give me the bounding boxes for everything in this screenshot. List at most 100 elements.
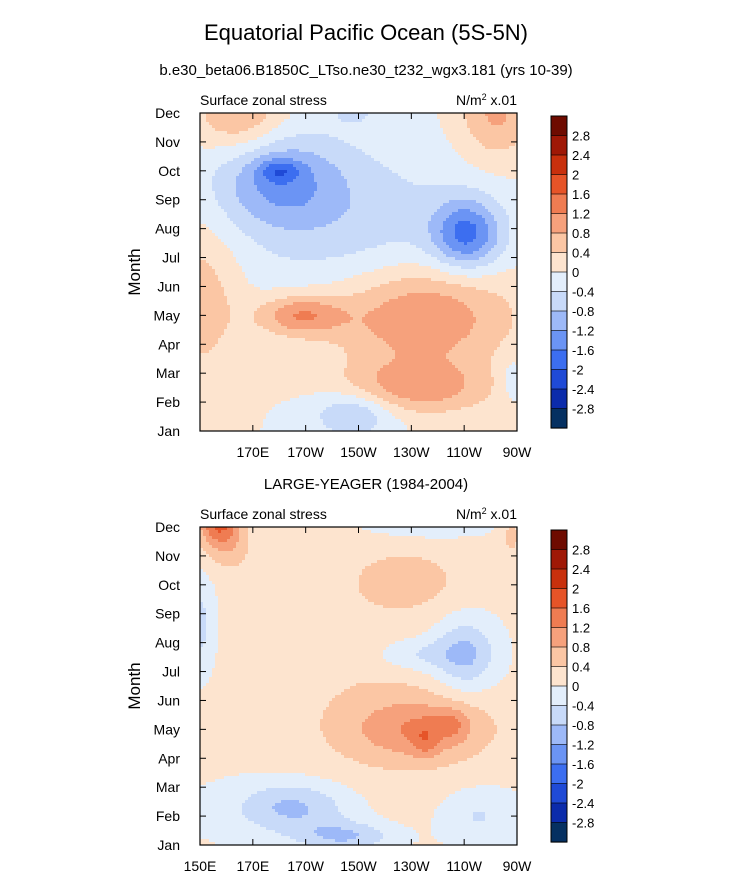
field-cell [317, 341, 321, 345]
field-cell [335, 293, 339, 297]
field-cell [254, 398, 258, 402]
field-cell [326, 266, 330, 270]
field-cell [335, 314, 339, 318]
field-cell [335, 317, 339, 321]
field-cell [239, 161, 243, 165]
field-cell [263, 212, 267, 216]
field-cell [296, 302, 300, 306]
field-cell [215, 251, 219, 255]
field-cell [239, 350, 243, 354]
field-cell [215, 140, 219, 144]
field-cell [287, 140, 291, 144]
field-cell [248, 269, 252, 273]
field-cell [299, 386, 303, 390]
field-cell [314, 341, 318, 345]
field-cell [314, 119, 318, 123]
field-cell [266, 383, 270, 387]
field-cell [206, 305, 210, 309]
field-cell [263, 185, 267, 189]
field-cell [236, 179, 240, 183]
field-cell [200, 398, 204, 402]
field-cell [275, 140, 279, 144]
field-cell [311, 227, 315, 231]
field-cell [263, 395, 267, 399]
field-cell [320, 230, 324, 234]
field-cell [320, 293, 324, 297]
field-cell [239, 128, 243, 132]
field-cell [332, 308, 336, 312]
field-cell [218, 383, 222, 387]
field-cell [251, 320, 255, 324]
field-cell [323, 338, 327, 342]
field-cell [323, 323, 327, 327]
field-cell [293, 341, 297, 345]
field-cell [215, 356, 219, 360]
field-cell [290, 215, 294, 219]
field-cell [251, 152, 255, 156]
field-cell [266, 419, 270, 423]
field-cell [254, 266, 258, 270]
field-cell [329, 368, 333, 372]
field-cell [206, 341, 210, 345]
field-cell [305, 134, 309, 138]
field-cell [266, 350, 270, 354]
field-cell [311, 269, 315, 273]
field-cell [278, 317, 282, 321]
field-cell [278, 128, 282, 132]
field-cell [275, 155, 279, 159]
field-cell [260, 146, 264, 150]
field-cell [260, 197, 264, 201]
field-cell [203, 293, 207, 297]
field-cell [209, 245, 213, 249]
field-cell [224, 233, 228, 237]
field-cell [212, 278, 216, 282]
field-cell [320, 389, 324, 393]
field-cell [251, 323, 255, 327]
field-cell [230, 305, 234, 309]
field-cell [200, 395, 204, 399]
field-cell [221, 425, 225, 429]
field-cell [281, 197, 285, 201]
field-cell [323, 308, 327, 312]
field-cell [245, 335, 249, 339]
field-cell [263, 143, 267, 147]
field-cell [251, 260, 255, 264]
field-cell [278, 311, 282, 315]
field-cell [317, 353, 321, 357]
field-cell [311, 326, 315, 330]
field-cell [233, 215, 237, 219]
field-cell [281, 416, 285, 420]
field-cell [269, 254, 273, 258]
field-cell [209, 350, 213, 354]
field-cell [329, 170, 333, 174]
field-cell [266, 425, 270, 429]
field-cell [200, 113, 204, 117]
field-cell [302, 176, 306, 180]
field-cell [332, 173, 336, 177]
field-cell [335, 377, 339, 381]
field-cell [308, 371, 312, 375]
field-cell [311, 320, 315, 324]
field-cell [293, 374, 297, 378]
field-cell [242, 287, 246, 291]
field-cell [287, 137, 291, 141]
field-cell [323, 218, 327, 222]
field-cell [329, 389, 333, 393]
field-cell [314, 233, 318, 237]
field-cell [320, 290, 324, 294]
field-cell [212, 137, 216, 141]
field-cell [230, 227, 234, 231]
field-cell [296, 230, 300, 234]
field-cell [293, 311, 297, 315]
field-cell [293, 164, 297, 168]
field-cell [263, 308, 267, 312]
field-cell [323, 260, 327, 264]
field-cell [242, 347, 246, 351]
field-cell [218, 167, 222, 171]
field-cell [239, 200, 243, 204]
field-cell [224, 305, 228, 309]
field-cell [224, 368, 228, 372]
field-cell [305, 212, 309, 216]
field-cell [320, 428, 324, 432]
field-cell [335, 236, 339, 240]
